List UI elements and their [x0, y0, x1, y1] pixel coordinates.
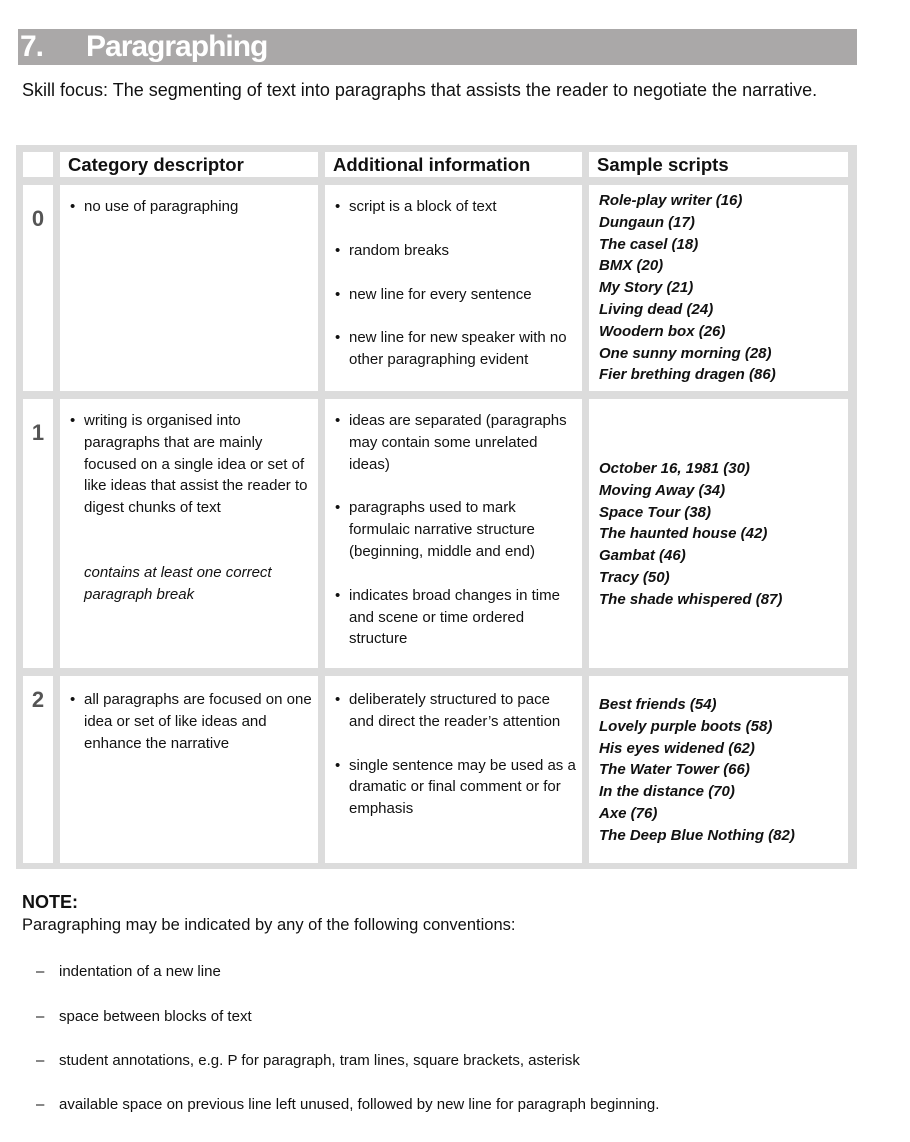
convention-text: indentation of a new line [59, 963, 221, 980]
header-sample-scripts: Sample scripts [589, 152, 848, 177]
sample-script: Dungaun (17) [599, 213, 695, 231]
sample-scripts-cell: Role-play writer (16) Dungaun (17) The cas… [589, 185, 848, 391]
descriptor-bullet: writing is organised into paragraphs tha… [60, 410, 312, 519]
section-title: 7. Paragraphing [18, 29, 857, 65]
sample-script: My Story (21) [599, 279, 694, 297]
sample-scripts-cell: October 16, 1981 (30) Moving Away (34) Spa… [589, 399, 848, 668]
sample-script: The casel (18) [599, 235, 699, 253]
dash: – [36, 1052, 45, 1069]
additional-bullet: single sentence may be used as a dramati… [325, 755, 578, 820]
note-intro: Paragraphing may be indicated by any of … [22, 916, 516, 934]
sample-script: Lovely purple boots (58) [599, 717, 773, 735]
sample-script: In the distance (70) [599, 783, 735, 801]
sample-script: Tracy (50) [599, 568, 670, 586]
sample-script: The Water Tower (66) [599, 761, 750, 779]
sample-script: Gambat (46) [599, 547, 686, 565]
additional-information-cell: script is a block of text random breaks ne… [325, 185, 582, 391]
dash: – [36, 1096, 45, 1113]
additional-bullet: deliberately structured to pace and dire… [325, 689, 578, 733]
sample-script: The Deep Blue Nothing (82) [599, 826, 795, 844]
category-descriptor-cell: no use of paragraphing [60, 185, 318, 391]
sample-script: One sunny morning (28) [599, 344, 772, 362]
category-descriptor-cell: all paragraphs are focused on one idea o… [60, 676, 318, 863]
rubric-table: Category descriptor Additional informati… [16, 145, 857, 869]
section-title-text: Paragraphing [86, 30, 268, 63]
sample-script: October 16, 1981 (30) [599, 460, 750, 477]
sample-scripts-cell: Best friends (54) Lovely purple boots (58… [589, 676, 848, 863]
additional-information-cell: deliberately structured to pace and dire… [325, 676, 582, 863]
sample-script: Woodern box (26) [599, 322, 726, 340]
sample-script: The shade whispered (87) [599, 590, 783, 608]
dash: – [36, 1008, 45, 1025]
additional-bullet: ideas are separated (paragraphs may cont… [325, 410, 578, 475]
header-score [23, 152, 53, 177]
additional-information-cell: ideas are separated (paragraphs may cont… [325, 399, 582, 668]
additional-bullet: paragraphs used to mark formulaic narrat… [325, 497, 578, 562]
sample-script: The haunted house (42) [599, 525, 768, 543]
sample-script: Best friends (54) [599, 696, 717, 713]
additional-bullet: indicates broad changes in time and scen… [325, 585, 578, 650]
header-category-descriptor: Category descriptor [60, 152, 318, 177]
descriptor-bullet: no use of paragraphing [60, 196, 312, 218]
section-number: 7. [20, 30, 44, 63]
score-cell: 2 [23, 676, 53, 863]
sample-script: Living dead (24) [599, 300, 714, 318]
sample-script: Role-play writer (16) [599, 192, 743, 209]
sample-script: Moving Away (34) [599, 481, 726, 499]
descriptor-bullet: all paragraphs are focused on one idea o… [60, 689, 312, 754]
score-cell: 0 [23, 185, 53, 391]
score-value: 1 [31, 420, 45, 445]
descriptor-note: contains at least one correct paragraph … [84, 563, 272, 603]
additional-bullet: new line for new speaker with no other p… [325, 327, 578, 371]
header-additional-information: Additional information [325, 152, 582, 177]
score-value: 2 [31, 687, 45, 712]
sample-script: Axe (76) [599, 804, 658, 822]
convention-text: space between blocks of text [59, 1008, 252, 1025]
skill-focus: Skill focus: The segmenting of text into… [22, 80, 818, 100]
score-cell: 1 [23, 399, 53, 668]
convention-text: student annotations, e.g. P for paragrap… [59, 1052, 580, 1069]
category-descriptor-cell: writing is organised into paragraphs tha… [60, 399, 318, 668]
additional-bullet: script is a block of text [325, 196, 578, 218]
additional-bullet: random breaks [325, 240, 578, 262]
convention-text: available space on previous line left un… [59, 1096, 660, 1113]
sample-script: His eyes widened (62) [599, 739, 755, 757]
note-heading: NOTE: [22, 892, 78, 912]
dash: – [36, 963, 45, 980]
sample-script: Space Tour (38) [599, 503, 711, 521]
additional-bullet: new line for every sentence [325, 284, 578, 306]
sample-script: BMX (20) [599, 257, 664, 275]
sample-script: Fier brething dragen (86) [599, 366, 776, 384]
score-value: 0 [31, 206, 45, 231]
